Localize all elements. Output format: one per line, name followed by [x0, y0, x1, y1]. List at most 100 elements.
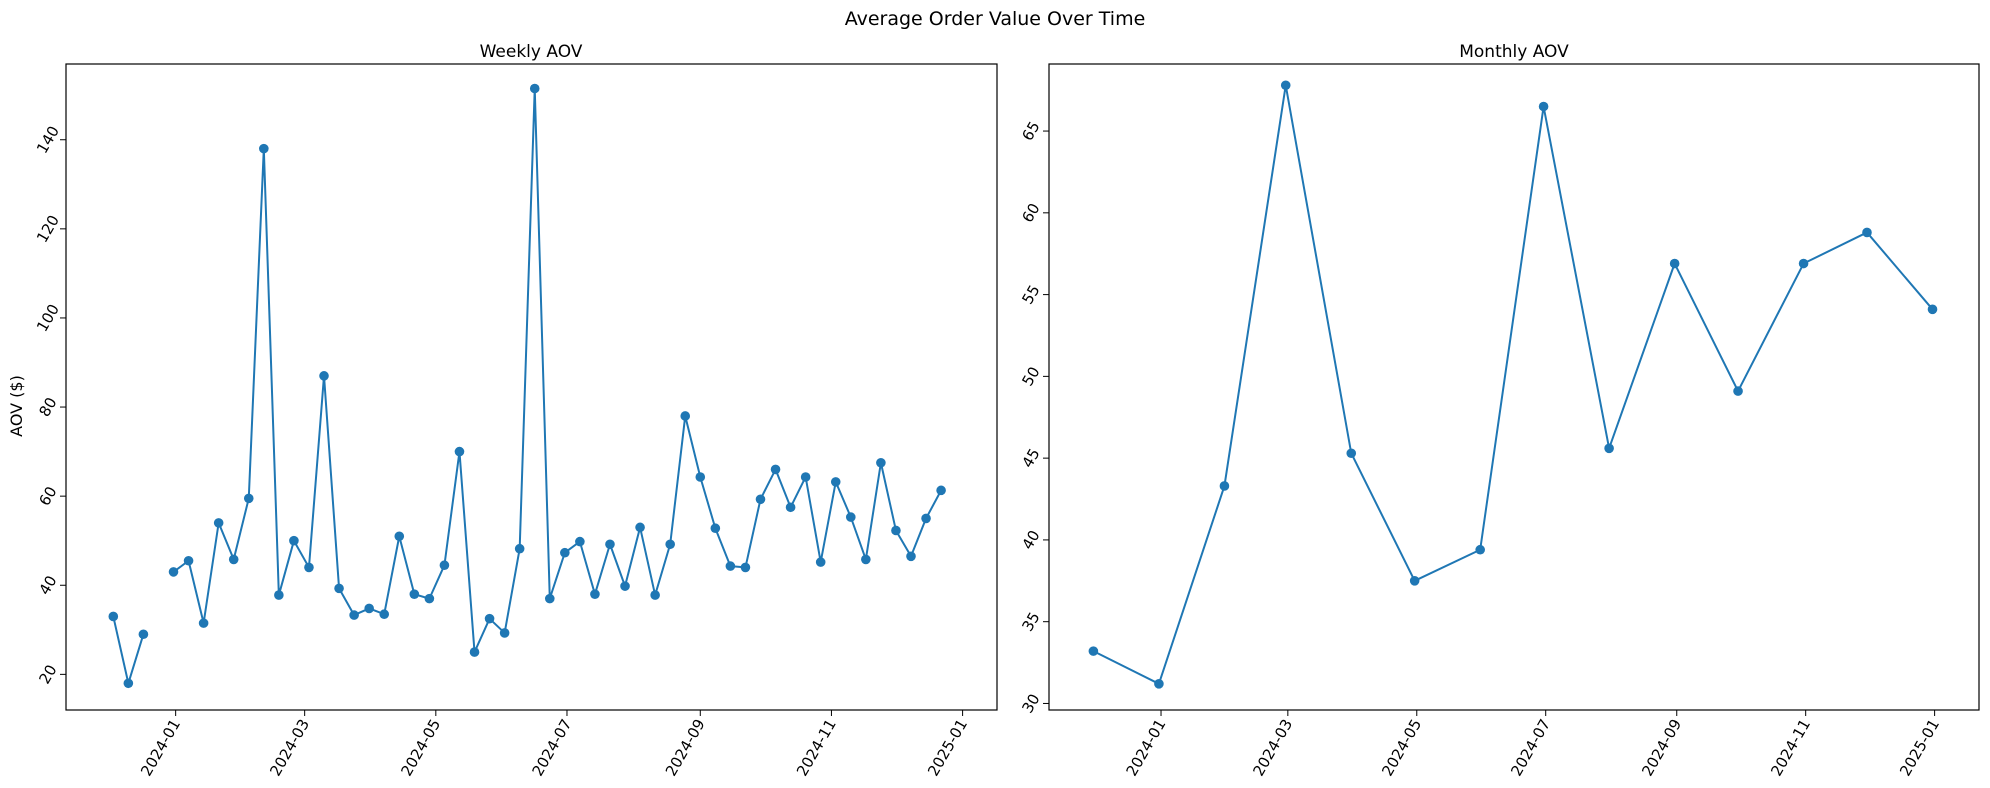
- monthly-aov-axes: Monthly AOV 2024-01 2024-03 2024-05 2024-07…: [1018, 42, 1980, 779]
- monthly-aov-xtick-label: 2024-11: [1767, 716, 1814, 779]
- weekly-aov-ytick-label: 40: [35, 572, 60, 598]
- weekly-aov-xtick-label: 2024-05: [397, 716, 444, 779]
- monthly-aov-data-point: [1538, 101, 1549, 112]
- weekly-aov-data-point: [198, 618, 209, 628]
- weekly-aov-series-line: [112, 616, 145, 685]
- monthly-aov-plot-frame: [1048, 63, 1980, 711]
- weekly-aov-data-point: [349, 610, 359, 620]
- monthly-aov-data-point: [1475, 544, 1485, 555]
- monthly-aov-data-point: [1733, 386, 1743, 396]
- weekly-aov-data-point: [544, 593, 555, 604]
- weekly-aov-data-point: [529, 83, 540, 94]
- weekly-aov-data-point: [228, 554, 239, 565]
- weekly-aov-xtick-label: 2025-01: [924, 716, 971, 779]
- monthly-aov-data-point: [1669, 258, 1680, 269]
- weekly-aov-xtick-label: 2024-11: [793, 716, 840, 779]
- weekly-aov-xtick-label: 2024-03: [266, 716, 313, 779]
- weekly-aov-ytick-label: 100: [33, 301, 63, 335]
- figure-title: Average Order Value Over Time: [845, 8, 1146, 30]
- weekly-aov-ylabel: AOV ($): [7, 375, 26, 437]
- monthly-aov-ytick-label: 40: [1018, 527, 1043, 553]
- weekly-aov-data-point: [259, 143, 269, 154]
- weekly-aov-data-point: [785, 502, 796, 513]
- weekly-aov-data-point: [168, 567, 179, 577]
- weekly-aov-data-point: [394, 531, 405, 542]
- weekly-aov-data-point: [620, 581, 630, 591]
- weekly-aov-data-point: [876, 457, 886, 468]
- weekly-aov-data-point: [575, 536, 585, 547]
- monthly-aov-ytick-label: 55: [1018, 282, 1043, 308]
- weekly-aov-ytick-label: 120: [33, 212, 63, 246]
- weekly-aov-data-point: [891, 525, 901, 536]
- monthly-aov-data-point: [1280, 80, 1291, 91]
- monthly-aov-data-point: [1346, 448, 1357, 459]
- weekly-aov-ytick-label: 60: [35, 483, 60, 509]
- weekly-aov-data-point: [725, 561, 736, 571]
- weekly-aov-data-point: [710, 523, 721, 534]
- weekly-aov-data-point: [695, 472, 706, 482]
- weekly-aov-data-point: [845, 512, 856, 522]
- monthly-aov-title: Monthly AOV: [1459, 42, 1569, 62]
- monthly-aov-ytick-label: 35: [1018, 609, 1043, 635]
- weekly-aov-data-point: [319, 371, 329, 381]
- weekly-aov-data-point: [650, 590, 660, 600]
- weekly-aov-data-point: [213, 518, 224, 528]
- monthly-aov-ytick-label: 50: [1018, 364, 1043, 390]
- monthly-aov-xtick-label: 2024-03: [1249, 716, 1296, 779]
- monthly-aov-xtick-label: 2024-01: [1123, 716, 1170, 779]
- monthly-aov-data-point: [1798, 258, 1809, 269]
- weekly-aov-data-point: [123, 678, 134, 689]
- monthly-aov-xtick-label: 2025-01: [1896, 716, 1943, 779]
- monthly-aov-data-point: [1409, 576, 1420, 586]
- weekly-aov-data-point: [274, 590, 284, 600]
- monthly-aov-data-point: [1927, 304, 1938, 315]
- weekly-aov-data-point: [183, 555, 194, 566]
- weekly-aov-data-point: [243, 493, 254, 504]
- weekly-aov-ytick-label: 80: [35, 394, 60, 420]
- monthly-aov-ytick-label: 45: [1018, 445, 1043, 471]
- weekly-aov-data-point: [605, 539, 615, 550]
- monthly-aov-ytick-label: 30: [1018, 691, 1043, 717]
- monthly-aov-series-line: [1092, 84, 1934, 685]
- weekly-aov-data-point: [304, 562, 314, 573]
- weekly-aov-data-point: [334, 583, 344, 594]
- weekly-aov-data-point: [499, 628, 510, 638]
- monthly-aov-xtick-label: 2024-09: [1638, 716, 1685, 779]
- weekly-aov-data-point: [409, 589, 420, 599]
- weekly-aov-data-point: [815, 557, 826, 567]
- weekly-aov-xtick-label: 2024-07: [529, 716, 576, 779]
- weekly-aov-data-point: [936, 485, 946, 496]
- weekly-aov-data-point: [424, 593, 435, 604]
- monthly-aov-data-point: [1604, 443, 1614, 454]
- weekly-aov-ytick-label: 140: [33, 123, 63, 157]
- weekly-aov-data-point: [906, 551, 916, 562]
- weekly-aov-axes: Weekly AOV AOV ($) 2024-01 2024-03 2024-05…: [7, 42, 998, 779]
- weekly-aov-data-point: [379, 609, 390, 620]
- weekly-aov-xtick-label: 2024-01: [137, 716, 184, 779]
- weekly-aov-series-line: [172, 87, 942, 654]
- weekly-aov-data-point: [800, 472, 811, 482]
- weekly-aov-data-point: [484, 613, 495, 624]
- weekly-aov-plot-frame: [65, 63, 998, 711]
- weekly-aov-data-point: [921, 513, 931, 524]
- monthly-aov-xtick-label: 2024-07: [1507, 716, 1554, 779]
- weekly-aov-data-point: [590, 589, 600, 599]
- monthly-aov-data-point: [1088, 646, 1099, 656]
- weekly-aov-data-point: [680, 411, 691, 421]
- weekly-aov-data-point: [861, 554, 871, 565]
- weekly-aov-data-point: [755, 494, 766, 505]
- weekly-aov-xtick-label: 2024-09: [662, 716, 709, 779]
- weekly-aov-data-point: [439, 560, 450, 571]
- weekly-aov-data-point: [560, 547, 570, 558]
- weekly-aov-data-point: [138, 629, 149, 640]
- monthly-aov-data-point: [1862, 227, 1872, 238]
- weekly-aov-data-point: [740, 562, 751, 573]
- monthly-aov-xtick-label: 2024-05: [1378, 716, 1425, 779]
- weekly-aov-data-point: [514, 543, 525, 554]
- weekly-aov-data-point: [108, 611, 119, 622]
- weekly-aov-data-point: [454, 446, 465, 457]
- weekly-aov-data-point: [364, 603, 374, 614]
- weekly-aov-data-point: [635, 522, 645, 533]
